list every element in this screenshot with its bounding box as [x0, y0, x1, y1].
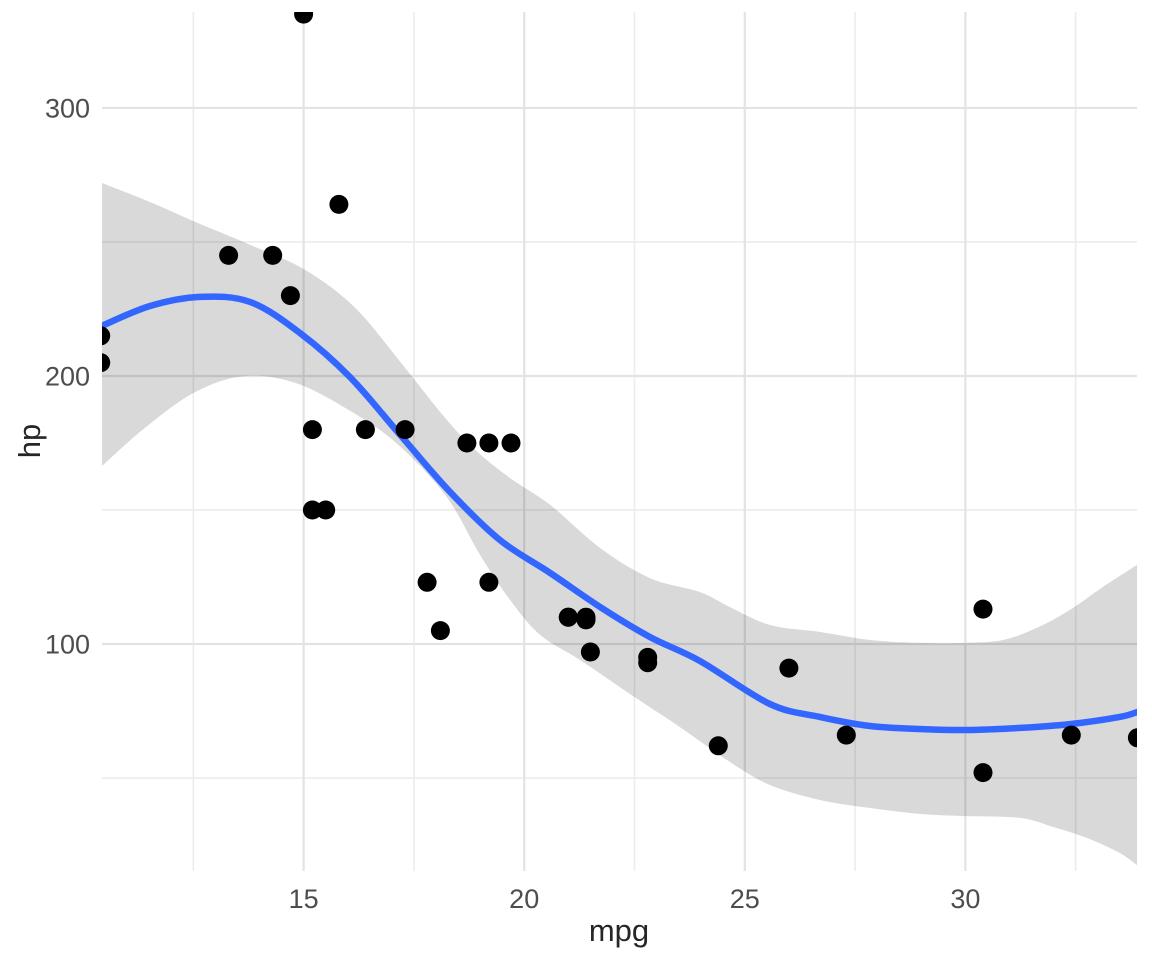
data-point — [580, 642, 600, 662]
data-point — [1061, 725, 1081, 745]
data-point — [558, 607, 578, 627]
x-tick-label: 15 — [289, 884, 319, 914]
data-point — [280, 286, 300, 306]
data-point — [395, 420, 415, 440]
data-point — [779, 658, 799, 678]
y-axis-tick-labels: 100 200 300 — [45, 94, 90, 660]
data-point — [263, 245, 283, 265]
y-tick-label: 100 — [45, 630, 90, 660]
data-point — [479, 433, 499, 453]
x-axis-tick-labels: 15 20 25 30 — [289, 884, 981, 914]
data-point — [576, 610, 596, 630]
data-point — [102, 326, 111, 346]
data-point — [457, 433, 477, 453]
data-point — [329, 194, 349, 214]
data-points — [102, 12, 1137, 783]
data-point — [1127, 728, 1137, 748]
data-point — [302, 500, 322, 520]
data-point — [219, 245, 239, 265]
loess-smooth-line — [102, 293, 1137, 734]
x-tick-label: 20 — [509, 884, 539, 914]
data-point — [294, 12, 314, 24]
data-point — [102, 353, 111, 373]
data-point — [836, 725, 856, 745]
data-point — [479, 572, 499, 592]
data-point — [501, 433, 521, 453]
x-tick-label: 25 — [730, 884, 760, 914]
data-point — [638, 647, 658, 667]
panel-area — [102, 12, 1137, 866]
x-tick-label: 30 — [950, 884, 980, 914]
data-point — [708, 736, 728, 756]
data-point — [973, 763, 993, 783]
data-point — [430, 621, 450, 641]
data-point — [316, 500, 336, 520]
x-axis-title: mpg — [589, 913, 649, 948]
data-point — [302, 420, 322, 440]
y-tick-label: 300 — [45, 94, 90, 124]
data-point — [355, 420, 375, 440]
data-point — [417, 572, 437, 592]
confidence-ribbon — [102, 183, 1137, 866]
y-tick-label: 200 — [45, 362, 90, 392]
y-axis-title: hp — [12, 424, 47, 458]
data-point — [973, 599, 993, 619]
